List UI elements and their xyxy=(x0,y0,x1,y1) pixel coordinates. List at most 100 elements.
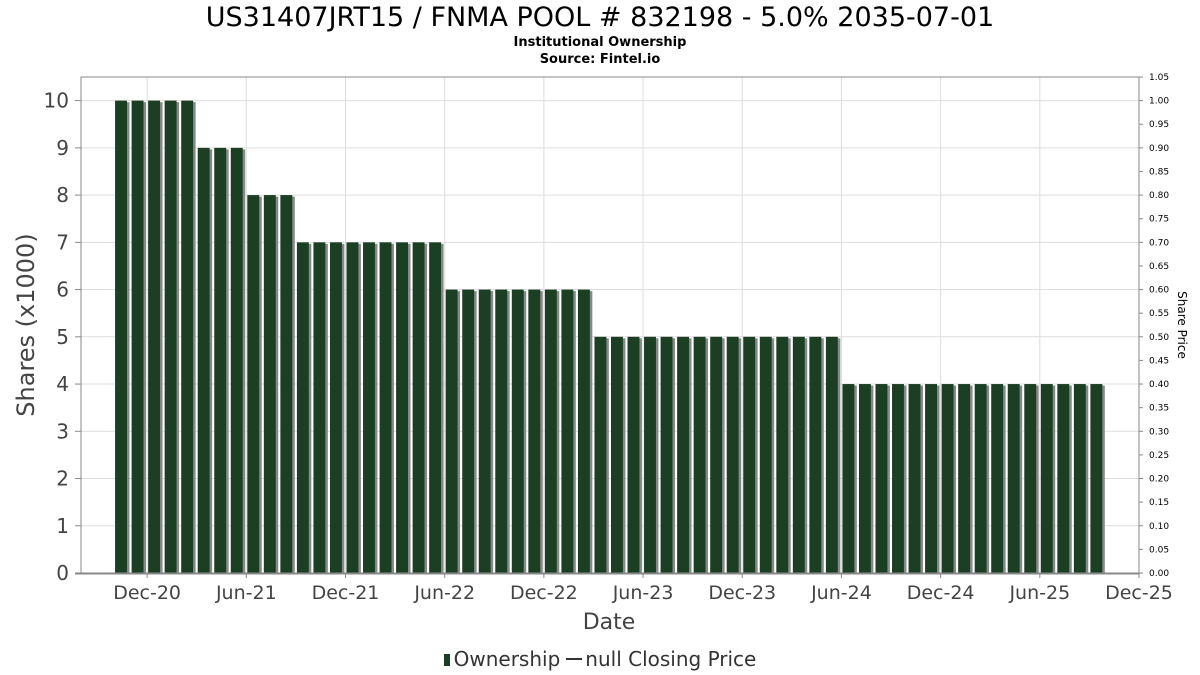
ownership-bar xyxy=(577,289,590,573)
ownership-bar xyxy=(478,289,491,573)
axis-layer: 0 1 2 3 4 5 6 7 8 9 10 Dec-20 Jun-21 Dec-21 Jun-22 Dec-… xyxy=(44,73,1173,604)
y2-tick-label: 0.15 xyxy=(1149,498,1169,508)
ownership-bar xyxy=(825,336,838,573)
ownership-bar xyxy=(693,336,706,573)
ownership-bar xyxy=(429,242,442,574)
ownership-bar xyxy=(1024,384,1037,573)
bar-layer xyxy=(115,100,1105,574)
x-tick-label: Dec-23 xyxy=(708,582,776,604)
y2-tick-label: 0.75 xyxy=(1149,215,1169,225)
y-tick-label: 5 xyxy=(56,325,69,349)
x-tick-label: Jun-21 xyxy=(215,582,277,604)
y2-tick-label: 1.05 xyxy=(1149,73,1169,83)
ownership-bar xyxy=(858,384,871,573)
ownership-bar xyxy=(346,242,359,574)
y2-tick-label: 0.55 xyxy=(1149,309,1169,319)
ownership-bar xyxy=(875,384,888,573)
chart-source: Source: Fintel.io xyxy=(539,52,661,67)
ownership-bar xyxy=(660,336,673,573)
ownership-bar xyxy=(1057,384,1070,573)
y-tick-label: 0 xyxy=(56,561,69,585)
y2-tick-label: 0.05 xyxy=(1149,545,1169,555)
y2-tick-label: 0.00 xyxy=(1149,569,1169,579)
ownership-bar xyxy=(644,336,656,573)
y-tick-label: 8 xyxy=(56,183,69,207)
ownership-bar xyxy=(247,195,260,573)
y2-tick-label: 0.70 xyxy=(1149,238,1169,248)
y2-tick-label: 0.65 xyxy=(1149,262,1169,272)
x-tick-label: Dec-22 xyxy=(510,582,578,604)
ownership-bar xyxy=(329,242,342,574)
ownership-bar xyxy=(511,289,524,573)
ownership-bar xyxy=(263,195,276,573)
ownership-bar xyxy=(677,336,690,573)
ownership-bar xyxy=(462,289,475,573)
y2-tick-label: 0.60 xyxy=(1149,286,1169,296)
y2-tick-label: 0.40 xyxy=(1149,380,1169,390)
chart-subtitle: Institutional Ownership xyxy=(513,35,687,50)
x-tick-label: Jun-22 xyxy=(413,582,475,604)
y-tick-label: 9 xyxy=(56,136,69,160)
x-tick-label: Dec-25 xyxy=(1105,582,1173,604)
plot-frame xyxy=(80,76,1140,574)
y-axis-label: Shares (x1000) xyxy=(12,233,40,416)
ownership-bar xyxy=(561,289,574,573)
ownership-bar xyxy=(710,336,723,573)
ownership-bar xyxy=(925,384,937,573)
y-tick-label: 4 xyxy=(56,372,69,396)
ownership-bar xyxy=(958,384,971,573)
y-tick-label: 3 xyxy=(56,419,69,443)
ownership-bar xyxy=(726,336,739,573)
ownership-bar xyxy=(941,384,954,573)
y2-tick-label: 0.30 xyxy=(1149,427,1169,437)
ownership-bar xyxy=(611,336,623,573)
legend: Ownership null Closing Price xyxy=(0,647,1200,671)
y2-tick-label: 0.10 xyxy=(1149,522,1169,532)
y2-tick-label: 0.35 xyxy=(1149,404,1169,414)
y-tick-label: 7 xyxy=(56,230,69,254)
ownership-swatch xyxy=(443,653,450,666)
ownership-bar xyxy=(363,242,375,574)
ownership-bar xyxy=(809,336,822,573)
legend-ownership-label: Ownership xyxy=(453,647,561,671)
y2-axis-label: Share Price xyxy=(1175,291,1189,359)
ownership-bar xyxy=(842,384,855,573)
ownership-bar xyxy=(296,242,309,574)
ownership-bar xyxy=(379,242,392,574)
y2-tick-label: 1.00 xyxy=(1149,97,1169,107)
x-tick-label: Jun-25 xyxy=(1008,582,1070,604)
ownership-bar xyxy=(908,384,921,573)
ownership-bar xyxy=(445,289,458,573)
y-tick-label: 10 xyxy=(44,89,69,113)
y-tick-label: 6 xyxy=(56,278,69,302)
ownership-bar xyxy=(544,289,557,573)
x-tick-label: Jun-23 xyxy=(612,582,674,604)
ownership-bar xyxy=(1040,384,1053,573)
ownership-bar xyxy=(412,242,425,574)
x-tick-label: Dec-20 xyxy=(113,582,181,604)
y2-tick-label: 0.45 xyxy=(1149,356,1169,366)
x-tick-label: Jun-24 xyxy=(810,582,872,604)
y2-tick-label: 0.50 xyxy=(1149,333,1169,343)
ownership-bar xyxy=(131,100,144,573)
chart-title: US31407JRT15 / FNMA POOL # 832198 - 5.0%… xyxy=(205,2,995,33)
ownership-bar xyxy=(1090,384,1103,573)
closing-price-swatch xyxy=(566,657,583,660)
ownership-bar xyxy=(528,289,541,573)
y2-tick-label: 0.20 xyxy=(1149,475,1169,485)
ownership-bar xyxy=(776,336,789,573)
ownership-bar xyxy=(991,384,1004,573)
ownership-bar xyxy=(313,242,326,574)
ownership-bar xyxy=(230,147,243,573)
ownership-bar xyxy=(974,384,987,573)
ownership-bar xyxy=(1073,384,1086,573)
ownership-bar xyxy=(594,336,607,573)
ownership-bar xyxy=(743,336,756,573)
ownership-bar xyxy=(892,384,904,573)
ownership-bar xyxy=(280,195,293,573)
y2-tick-label: 0.85 xyxy=(1149,167,1169,177)
ownership-bar xyxy=(148,100,161,573)
x-tick-label: Dec-21 xyxy=(312,582,380,604)
ownership-bar xyxy=(164,100,177,573)
